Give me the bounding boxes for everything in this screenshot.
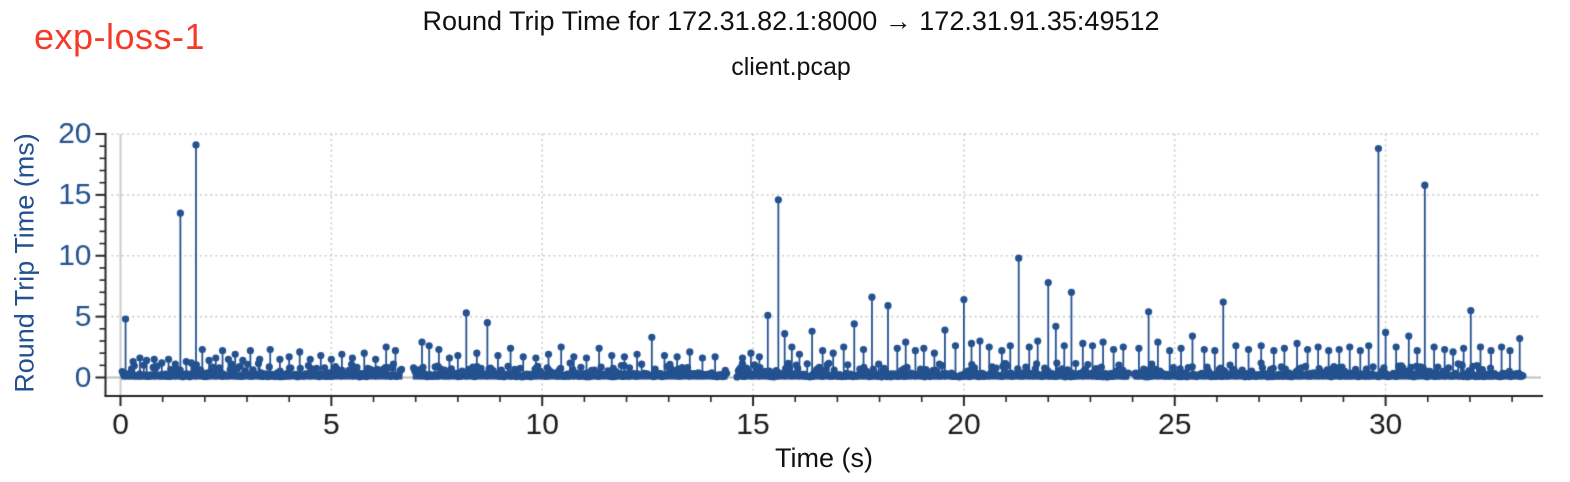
- rtt-chart-page: exp-loss-1 Round Trip Time for 172.31.82…: [0, 0, 1570, 482]
- rtt-stem-plot-canvas: [0, 0, 1570, 482]
